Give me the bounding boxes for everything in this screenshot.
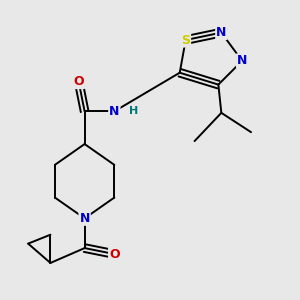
Text: N: N xyxy=(80,212,90,225)
Text: S: S xyxy=(181,34,190,46)
Text: O: O xyxy=(109,248,120,260)
Text: H: H xyxy=(129,106,138,116)
Text: N: N xyxy=(237,54,247,67)
Text: N: N xyxy=(216,26,226,39)
Text: O: O xyxy=(74,75,84,88)
Text: N: N xyxy=(109,105,119,118)
